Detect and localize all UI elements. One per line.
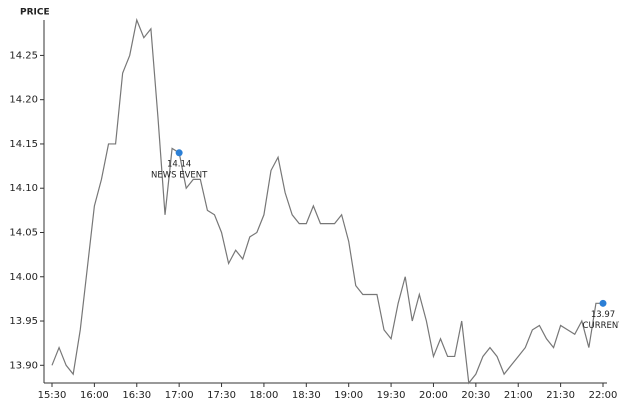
y-tick-label: 14.10 bbox=[9, 183, 38, 194]
x-tick-label: 21:00 bbox=[504, 390, 533, 401]
y-tick-label: 14.15 bbox=[9, 139, 38, 150]
x-tick-label: 18:00 bbox=[250, 390, 279, 401]
x-tick-label: 22:00 bbox=[589, 390, 618, 401]
x-tick-label: 16:30 bbox=[122, 390, 151, 401]
y-tick-label: 13.90 bbox=[9, 360, 38, 371]
annotation-label: CURRENT bbox=[583, 321, 619, 331]
annotation-value: 13.97 bbox=[591, 310, 615, 320]
y-tick-label: 14.00 bbox=[9, 272, 38, 283]
x-tick-label: 17:00 bbox=[165, 390, 194, 401]
annotation-point bbox=[599, 299, 607, 307]
x-tick-label: 17:30 bbox=[207, 390, 236, 401]
annotation-point bbox=[175, 149, 183, 157]
x-tick-label: 16:00 bbox=[80, 390, 109, 401]
x-tick-label: 18:30 bbox=[292, 390, 321, 401]
y-tick-label: 13.95 bbox=[9, 316, 38, 327]
x-tick-label: 20:30 bbox=[461, 390, 490, 401]
x-tick-label: 21:30 bbox=[546, 390, 575, 401]
x-tick-label: 20:00 bbox=[419, 390, 448, 401]
x-tick-label: 19:00 bbox=[334, 390, 363, 401]
annotation-value: 14.14 bbox=[167, 159, 191, 169]
price-line bbox=[51, 17, 603, 385]
y-tick-label: 14.20 bbox=[9, 95, 38, 106]
x-tick-label: 15:30 bbox=[38, 390, 67, 401]
annotation-label: NEWS EVENT bbox=[151, 170, 208, 180]
y-tick-label: 14.05 bbox=[9, 227, 38, 238]
x-tick-label: 19:30 bbox=[377, 390, 406, 401]
y-axis-label: PRICE bbox=[20, 8, 50, 18]
y-tick-label: 14.25 bbox=[9, 50, 38, 61]
